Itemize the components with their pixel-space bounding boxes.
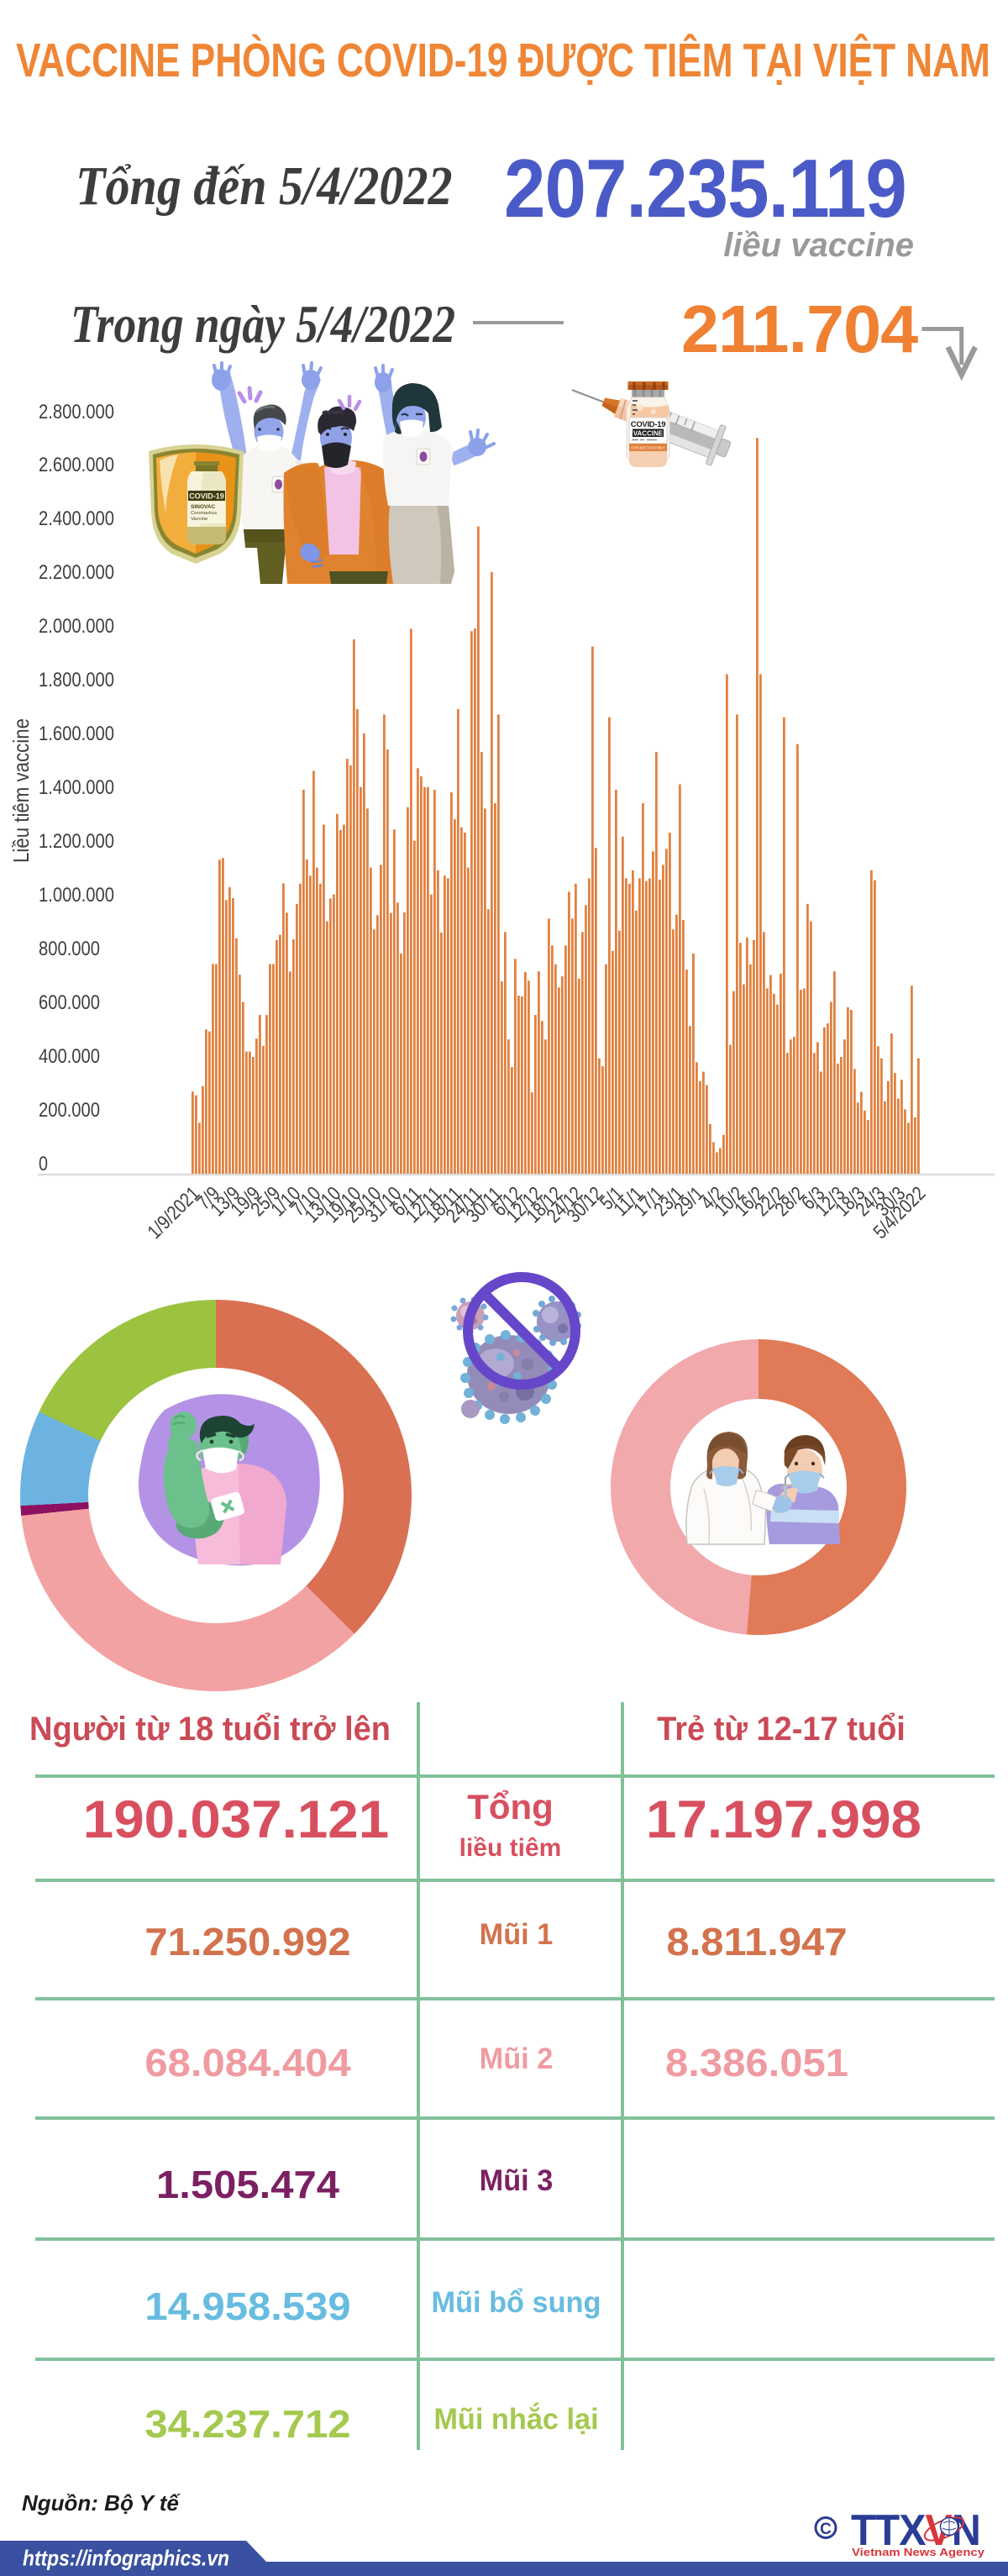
svg-text:1.200.000: 1.200.000 [39, 830, 114, 853]
svg-text:COVID-19: COVID-19 [189, 492, 224, 501]
svg-text:600.000: 600.000 [39, 991, 100, 1014]
svg-text:Liều tiêm vaccine: Liều tiêm vaccine [8, 718, 34, 863]
svg-text:Vaccine: Vaccine [191, 517, 207, 522]
svg-text:1.600.000: 1.600.000 [39, 723, 114, 745]
svg-text:VACCINE: VACCINE [633, 429, 664, 437]
svg-text:SINOVAC: SINOVAC [191, 504, 215, 510]
svg-text:Vietnam News Agency: Vietnam News Agency [852, 2547, 984, 2558]
svg-text:C: C [820, 2521, 832, 2538]
svg-text:200.000: 200.000 [39, 1099, 100, 1122]
svg-text:COVID-19: COVID-19 [631, 420, 665, 429]
svg-text:1.400.000: 1.400.000 [39, 776, 114, 799]
svg-text:2.200.000: 2.200.000 [39, 561, 114, 584]
svg-text:TTXVN: TTXVN [851, 2508, 980, 2554]
svg-text:1/9/2021: 1/9/2021 [143, 1182, 203, 1243]
svg-text:1.800.000: 1.800.000 [39, 669, 114, 691]
svg-text:400.000: 400.000 [39, 1045, 100, 1068]
svg-text:2.800.000: 2.800.000 [39, 401, 114, 423]
svg-text:800.000: 800.000 [39, 938, 100, 960]
svg-text:1.000.000: 1.000.000 [39, 884, 114, 907]
svg-text:https://infographics.vn: https://infographics.vn [23, 2546, 229, 2571]
svg-text:2.400.000: 2.400.000 [39, 507, 114, 530]
svg-text:0: 0 [39, 1153, 48, 1175]
svg-text:2.000.000: 2.000.000 [39, 615, 114, 638]
svg-text:Coronavirus: Coronavirus [191, 511, 217, 516]
svg-text:2.600.000: 2.600.000 [39, 454, 114, 476]
svg-text:FOR INJECTION ONLY: FOR INJECTION ONLY [632, 446, 666, 451]
